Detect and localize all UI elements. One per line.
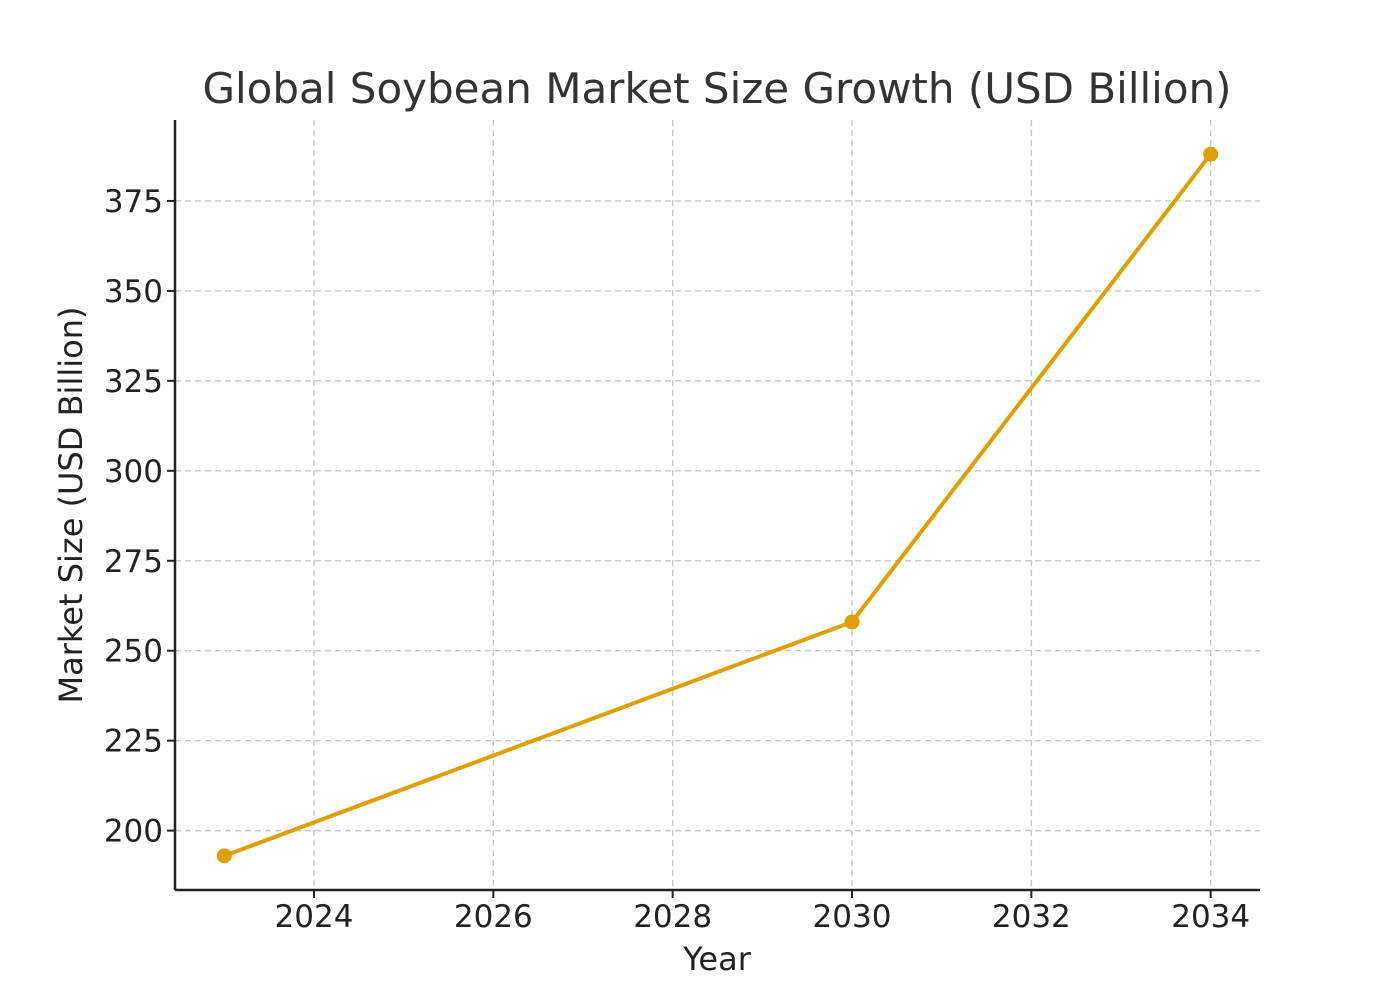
- x-tick-label: 2034: [1171, 899, 1250, 935]
- y-tick-label: 200: [104, 814, 163, 850]
- data-point-2030: [844, 614, 860, 630]
- series-line: [222, 152, 1213, 858]
- x-tick-label: 2026: [454, 899, 533, 935]
- x-axis-label: Year: [682, 940, 752, 978]
- y-tick-label: 375: [104, 184, 163, 220]
- x-tick-label: 2030: [813, 899, 892, 935]
- chart-title: Global Soybean Market Size Growth (USD B…: [202, 64, 1231, 113]
- y-axis-label: Market Size (USD Billion): [52, 307, 90, 704]
- data-series: [216, 146, 1219, 864]
- y-tick-label: 225: [104, 724, 163, 760]
- data-point-2034: [1203, 146, 1219, 162]
- y-tick-label: 325: [104, 364, 163, 400]
- x-tick-label: 2032: [992, 899, 1071, 935]
- grid-lines: [175, 120, 1260, 890]
- data-point-2023: [216, 848, 232, 864]
- x-tick-label: 2028: [633, 899, 712, 935]
- y-tick-label: 300: [104, 454, 163, 490]
- axes: [173, 120, 1260, 892]
- y-tick-label: 275: [104, 544, 163, 580]
- y-tick-label: 250: [104, 634, 163, 670]
- axis-ticks: 2024 2026 2028 2030 2032 2034 200 225 250 275 300 3…: [104, 184, 1250, 935]
- x-tick-label: 2024: [275, 899, 354, 935]
- y-tick-label: 350: [104, 274, 163, 310]
